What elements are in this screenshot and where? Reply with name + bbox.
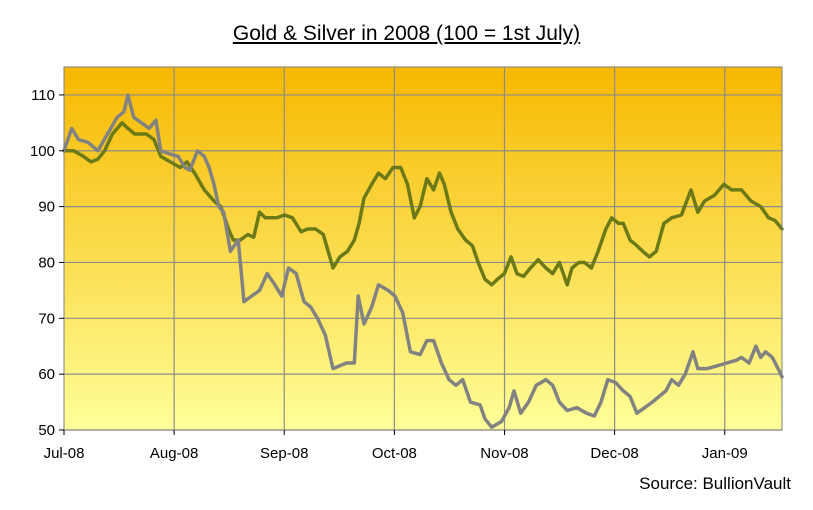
x-tick-label: Oct-08 bbox=[372, 445, 417, 462]
y-tick-label: 50 bbox=[38, 422, 55, 439]
y-axis: 50 60 70 80 90 100 110 bbox=[30, 87, 64, 439]
series-layer bbox=[62, 93, 784, 429]
y-tick-label: 60 bbox=[38, 366, 55, 383]
series-line-grey bbox=[62, 93, 784, 429]
y-tick-label: 110 bbox=[31, 87, 55, 104]
y-tick-label: 70 bbox=[38, 310, 55, 327]
x-tick-label: Jul-08 bbox=[44, 445, 85, 462]
y-tick-label: 90 bbox=[38, 199, 55, 216]
series-line-green bbox=[62, 121, 784, 287]
x-tick-label: Jan-09 bbox=[702, 445, 748, 462]
x-tick-label: Dec-08 bbox=[590, 445, 638, 462]
x-tick-label: Sep-08 bbox=[260, 445, 308, 462]
y-tick-label: 80 bbox=[38, 254, 55, 271]
y-tick-label: 100 bbox=[30, 143, 55, 160]
x-tick-label: Nov-08 bbox=[480, 445, 528, 462]
x-axis: Jul-08 Aug-08 Sep-08 Oct-08 Nov-08 Dec-08 Jan-… bbox=[44, 430, 748, 462]
plot-area bbox=[64, 67, 782, 430]
source-note: Source: BullionVault bbox=[639, 474, 791, 493]
chart-title: Gold & Silver in 2008 (100 = 1st July) bbox=[232, 22, 581, 45]
plot-border bbox=[63, 66, 783, 431]
x-tick-label: Aug-08 bbox=[150, 445, 198, 462]
